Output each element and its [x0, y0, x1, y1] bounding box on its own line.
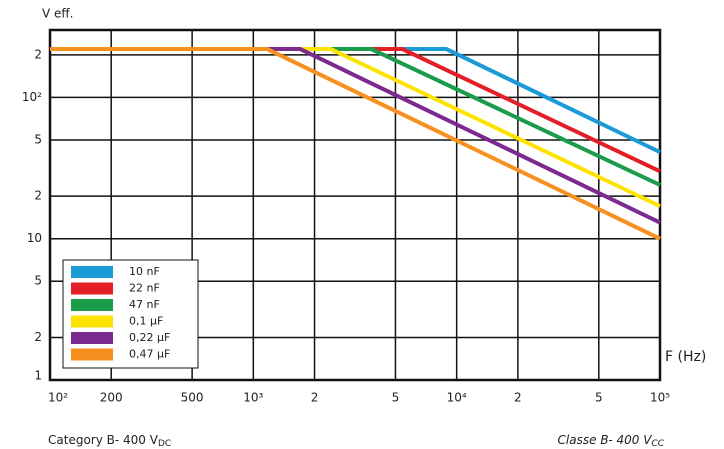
legend-swatch	[71, 282, 113, 295]
legend-label: 22 nF	[129, 282, 160, 295]
legend-swatch	[71, 299, 113, 311]
y-tick-label: 5	[34, 132, 42, 146]
legend-label: 0,47 µF	[129, 348, 170, 361]
x-tick-label: 10³	[243, 391, 263, 405]
series-line	[50, 47, 661, 241]
x-tick-label: 10⁴	[447, 391, 467, 405]
y-tick-label: 2	[34, 330, 42, 344]
footnote-text: Category B- 400 V	[48, 433, 159, 447]
y-axis-label: V eff.	[42, 7, 74, 21]
y-tick-label: 10²	[22, 90, 42, 104]
legend-label: 0,22 µF	[129, 331, 170, 344]
footnote-sub: CC	[651, 439, 664, 449]
x-tick-label: 2	[514, 391, 522, 405]
legend-swatch	[71, 348, 113, 361]
y-tick-label: 2	[34, 47, 42, 61]
x-axis-label: F (Hz)	[665, 349, 706, 365]
y-tick-label: 10	[27, 231, 42, 245]
y-tick-label: 2	[34, 189, 42, 203]
x-tick-label: 10²	[48, 391, 68, 405]
legend-swatch	[71, 332, 113, 344]
legend-label: 10 nF	[129, 265, 160, 278]
footnote-right: Classe B- 400 VCC	[558, 433, 665, 449]
legend-label: 0,1 µF	[129, 315, 163, 328]
x-tick-label: 500	[181, 391, 204, 405]
x-tick-label: 200	[100, 391, 123, 405]
y-tick-label: 1	[34, 369, 42, 383]
legend-swatch	[71, 266, 113, 278]
x-tick-label: 5	[392, 391, 400, 405]
x-tick-label: 10⁵	[650, 391, 670, 405]
legend-label: 47 nF	[129, 298, 160, 311]
footnote-text: Classe B- 400 V	[558, 433, 653, 447]
footnote-left: Category B- 400 VDC	[48, 433, 171, 449]
footnote-sub: DC	[158, 439, 171, 449]
legend-swatch	[71, 315, 113, 328]
x-tick-label: 2	[311, 391, 319, 405]
y-tick-label: 5	[34, 274, 42, 288]
x-tick-label: 5	[595, 391, 603, 405]
